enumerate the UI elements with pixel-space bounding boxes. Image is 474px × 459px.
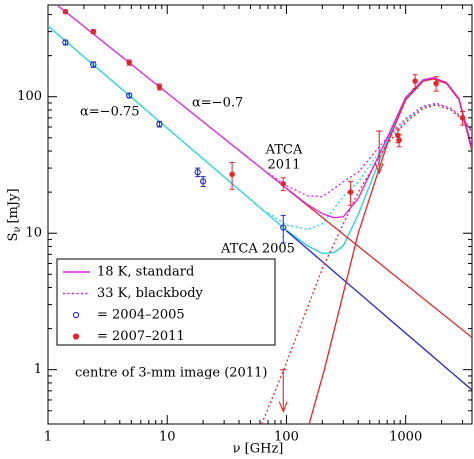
data-point [412,78,418,84]
annotation: ATCA 2005 [220,242,295,257]
annotation: 2011 [267,158,300,173]
x-tick-label: 10 [159,430,176,445]
model-line [267,103,472,231]
legend-label: 33 K, blackbody [97,286,204,301]
y-label-main: S [6,233,21,242]
data-point [199,178,207,185]
annotation: ATCA [265,143,303,158]
y-axis-label: Sν [mJy] [6,188,23,241]
data-point [459,115,466,121]
data-point [126,92,133,99]
upper-limit [374,130,384,175]
data-point [229,171,235,178]
data-point [194,169,201,176]
annotation: α=−0.75 [80,105,140,120]
legend-label: = 2004–2005 [97,308,185,323]
x-tick-label: 1 [44,430,52,445]
data-point [347,189,354,195]
x-axis-label: ν [GHz] [233,442,284,457]
model-line [56,5,472,219]
legend-label: 18 K, standard [97,265,194,280]
annotation: centre of 3-mm image (2011) [75,366,267,381]
legend-swatch [72,333,80,340]
error-bar [280,214,286,244]
model-line [48,25,472,255]
y-tick-label: 1 [34,362,42,377]
data-point [90,61,97,68]
model-line [286,188,472,339]
plot-area [48,5,472,424]
model-line [261,104,472,424]
error-bar [200,176,206,187]
data-point [90,28,97,35]
data-point [62,39,69,46]
legend-swatch [72,311,80,319]
y-tick-label: 10 [25,226,42,241]
data-point [396,137,402,143]
model-line [308,78,472,424]
y-label-sub: ν [12,227,23,233]
model-line [286,230,472,391]
y-tick-label: 100 [17,89,42,104]
data-point [433,80,439,87]
data-point [62,8,69,15]
data-point [156,120,163,128]
upper-limit [278,369,288,414]
data-point [156,84,163,90]
model-line [267,102,472,198]
x-tick-label: 1000 [389,430,422,445]
legend-box [56,258,276,346]
plot-frame [47,4,473,425]
data-point [126,59,132,66]
data-point [280,224,287,231]
legend-label: = 2007–2011 [97,329,185,344]
data-point [280,181,286,187]
y-label-unit: [mJy] [6,188,21,223]
x-tick-label: 100 [274,430,299,445]
annotation: α=−0.7 [192,96,243,111]
